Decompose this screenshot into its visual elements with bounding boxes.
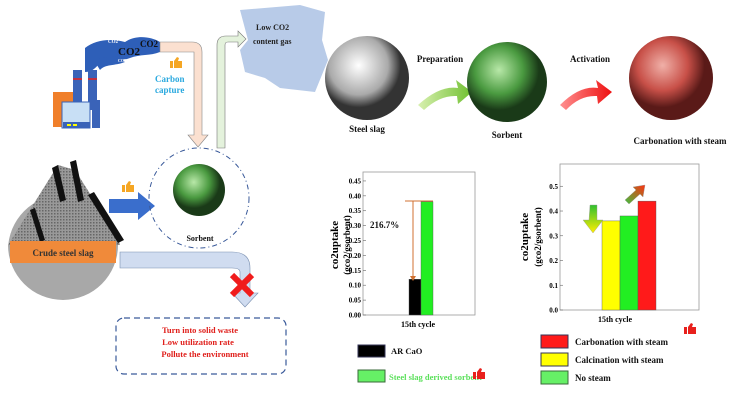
y-tick-label: 0.10 [349,282,362,290]
thumbs-up-icon [170,57,182,68]
activation-arrow [560,80,612,110]
slag-shards [30,160,124,243]
y-tick-label: 0.1 [549,282,558,290]
thumbs-up-icon [122,181,134,192]
y-tick-label: 0.00 [349,312,362,320]
annotation-arrowhead [410,276,416,281]
bar-no-steam [619,215,639,311]
y-tick-label: 0.2 [549,257,558,265]
legend-label-ar-cao: AR CaO [391,346,423,356]
waste-arrow [119,251,259,308]
y-axis-label: (gco2/gsorbent) [533,207,543,267]
factory-icon [53,37,160,129]
drawback-item: Pollute the environment [161,349,248,359]
low-co2-cloud [240,5,328,92]
bar-steel-slag-derived-sorbent [420,201,434,316]
y-tick-label: 0.05 [349,297,362,305]
legend-swatch-ar-cao [357,344,386,358]
crude-slag-pile [8,165,120,245]
crude-steel-slag-box [10,241,116,263]
co2-label: CO2 [118,46,141,58]
legend-label-calcination: Calcination with steam [575,355,664,365]
sorbent-label: Sorbent [186,234,213,243]
chart-ar-cao-vs-sorbent: 0.00 0.05 0.10 0.15 0.20 0.25 0.30 0.35 0.40 0.45… [329,171,476,329]
legend-swatch-sorbent [357,369,386,383]
carbon-capture-label: Carbon [155,74,185,84]
low-co2-label: Low CO2 [256,23,289,32]
carbon-capture-label: capture [155,85,184,95]
sorbent-sphere [467,42,547,122]
y-tick-label: 0.4 [549,208,558,216]
carbon-capture-arrow [159,41,209,148]
low-co2-arrow [216,30,247,149]
y-tick-label: 0.40 [349,192,362,200]
y-tick-label: 0.5 [549,183,558,191]
increase-annotation: 216.7% [370,220,399,230]
thumbs-up-icon [684,323,696,334]
drawback-item: Turn into solid waste [162,325,238,335]
carbonation-label: Carbonation with steam [633,136,727,146]
y-tick-label: 0.35 [349,207,362,215]
low-co2-label: content gas [253,37,291,46]
sorbent-highlight-circle [148,147,250,249]
y-tick-label: 0.0 [549,307,558,315]
y-tick-label: 0.3 [549,232,558,240]
to-sorbent-arrow [109,192,155,220]
x-axis-label: 15th cycle [598,315,632,324]
co2-label: CO2 [118,58,126,63]
x-axis-label: 15th cycle [401,320,435,329]
decrease-arrow-icon [582,204,604,234]
y-axis-label: co2uptake [329,221,341,269]
activation-label: Activation [570,54,610,64]
steel-slag-label: Steel slag [349,124,385,134]
legend-swatch-no-steam [540,370,569,385]
steel-slag-sphere [325,36,409,120]
sorbent-label: Sorbent [492,130,523,140]
increase-arrow-icon [624,184,646,205]
co2-label: CO2 [108,40,119,45]
activated-sorbent-sphere [629,36,713,120]
y-tick-label: 0.25 [349,237,362,245]
chart-steam-effect: 0.0 0.1 0.2 0.3 0.4 0.5 co2uptake (gco2/gsorb… [519,163,700,324]
y-tick-label: 0.20 [349,252,362,260]
crude-steel-slag-label: Crude steel slag [33,248,94,258]
sorbent-sphere [173,164,225,216]
y-axis-label: co2uptake [519,213,531,261]
y-axis-label: (gco2/gsorbent) [342,215,352,275]
preparation-label: Preparation [417,54,463,64]
co2-label: CO2 [140,39,159,49]
bar-carbonation-with-steam [637,200,657,311]
legend-label-carbonation: Carbonation with steam [575,337,669,347]
y-tick-label: 0.30 [349,222,362,230]
thumbs-up-icon [473,368,485,379]
drawbacks-box [115,317,287,375]
legend-label-sorbent: Steel slag derived sorbent [389,372,482,382]
bar-calcination-with-steam [601,220,621,311]
bar-ar-cao [408,279,422,316]
y-tick-label: 0.15 [349,267,362,275]
y-tick-label: 0.45 [349,177,362,185]
cross-icon [229,272,255,298]
legend-swatch-carbonation [540,334,569,349]
legend-label-no-steam: No steam [575,373,611,383]
drawback-item: Low utilization rate [162,337,234,347]
legend-swatch-calcination [540,352,569,367]
preparation-arrow [418,80,472,110]
